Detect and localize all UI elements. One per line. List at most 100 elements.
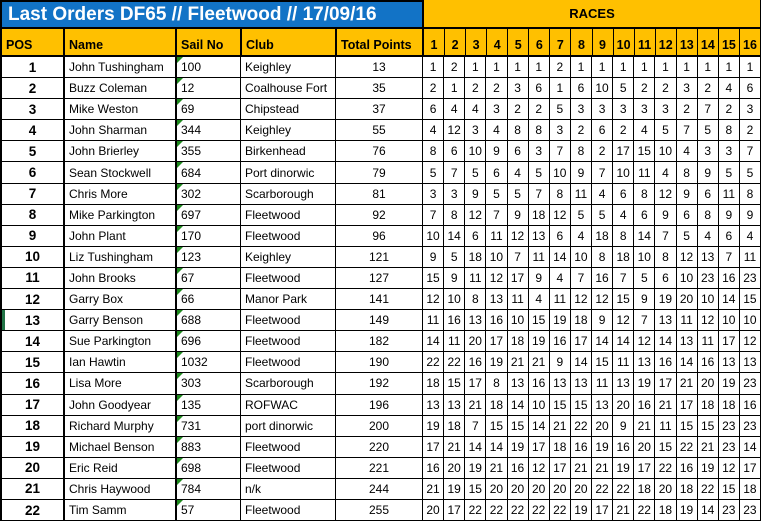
cell-race-16[interactable]: 7 [740,141,761,162]
col-header-race-13[interactable]: 13 [677,29,698,55]
cell-race-3[interactable]: 2 [465,78,487,99]
col-header-race-7[interactable]: 7 [550,29,572,55]
cell-race-16[interactable]: 23 [740,267,761,289]
cell-club[interactable]: Manor Park [241,289,336,310]
cell-name[interactable]: Buzz Coleman [65,78,177,99]
cell-sail-no[interactable]: 100 [177,57,241,78]
cell-race-10[interactable]: 21 [613,499,635,521]
cell-name[interactable]: Sue Parkington [65,331,177,352]
cell-race-2[interactable]: 17 [444,499,466,521]
cell-race-15[interactable]: 5 [719,162,740,183]
cell-race-16[interactable]: 2 [740,120,761,141]
cell-race-14[interactable]: 14 [698,499,719,521]
cell-name[interactable]: Tim Samm [65,499,177,521]
cell-race-9[interactable]: 3 [592,99,614,120]
cell-race-11[interactable]: 17 [634,457,656,478]
cell-race-1[interactable]: 4 [423,120,445,141]
cell-race-10[interactable]: 12 [613,310,635,331]
cell-club[interactable]: Keighley [241,120,336,141]
cell-race-14[interactable]: 16 [698,352,719,373]
cell-race-6[interactable]: 4 [529,289,550,310]
cell-race-3[interactable]: 4 [465,99,487,120]
cell-race-2[interactable]: 5 [444,246,466,267]
cell-race-5[interactable]: 8 [508,120,529,141]
cell-race-3[interactable]: 20 [465,331,487,352]
cell-race-10[interactable]: 14 [613,331,635,352]
col-header-race-3[interactable]: 3 [466,29,488,55]
cell-race-12[interactable]: 16 [655,352,677,373]
cell-race-4[interactable]: 18 [486,394,508,415]
cell-race-5[interactable]: 21 [508,352,529,373]
cell-sail-no[interactable]: 344 [177,120,241,141]
cell-race-10[interactable]: 13 [613,373,635,394]
cell-race-8[interactable]: 8 [571,141,592,162]
cell-race-4[interactable]: 12 [486,267,508,289]
cell-race-12[interactable]: 10 [655,141,677,162]
cell-club[interactable]: Fleetwood [241,499,336,521]
cell-race-14[interactable]: 10 [698,289,719,310]
cell-club[interactable]: Fleetwood [241,331,336,352]
cell-sail-no[interactable]: 784 [177,478,241,499]
cell-race-1[interactable]: 7 [423,204,445,225]
cell-race-3[interactable]: 14 [465,436,487,457]
cell-race-13[interactable]: 9 [677,183,698,204]
cell-race-5[interactable]: 13 [508,373,529,394]
cell-sail-no[interactable]: 688 [177,310,241,331]
cell-race-7[interactable]: 2 [550,57,571,78]
cell-race-14[interactable]: 4 [698,225,719,246]
cell-race-11[interactable]: 22 [634,499,656,521]
cell-race-5[interactable]: 6 [508,141,529,162]
cell-sail-no[interactable]: 67 [177,267,241,289]
cell-race-11[interactable]: 8 [634,183,656,204]
cell-race-12[interactable]: 18 [655,499,677,521]
cell-race-5[interactable]: 9 [508,204,529,225]
cell-race-8[interactable]: 22 [571,415,592,436]
cell-race-4[interactable]: 16 [486,310,508,331]
cell-club[interactable]: Fleetwood [241,352,336,373]
cell-pos[interactable]: 5 [2,141,65,162]
cell-race-9[interactable]: 8 [592,246,614,267]
cell-race-8[interactable]: 6 [571,78,592,99]
cell-race-3[interactable]: 21 [465,394,487,415]
cell-race-6[interactable]: 21 [529,352,550,373]
cell-race-8[interactable]: 10 [571,246,592,267]
cell-race-11[interactable]: 15 [634,141,656,162]
cell-race-14[interactable]: 12 [698,310,719,331]
cell-total-points[interactable]: 244 [336,478,423,499]
col-header-race-15[interactable]: 15 [719,29,740,55]
cell-race-9[interactable]: 13 [592,394,614,415]
cell-race-8[interactable]: 15 [571,394,592,415]
cell-race-13[interactable]: 16 [677,457,698,478]
cell-race-4[interactable]: 15 [486,415,508,436]
cell-race-16[interactable]: 23 [740,415,761,436]
cell-race-7[interactable]: 5 [550,99,571,120]
cell-club[interactable]: Keighley [241,246,336,267]
cell-race-2[interactable]: 11 [444,331,466,352]
cell-race-15[interactable]: 23 [719,499,740,521]
cell-race-8[interactable]: 21 [571,457,592,478]
cell-race-6[interactable]: 16 [529,373,550,394]
cell-race-2[interactable]: 2 [444,57,466,78]
cell-race-16[interactable]: 12 [740,331,761,352]
cell-pos[interactable]: 10 [2,246,65,267]
cell-race-16[interactable]: 23 [740,373,761,394]
cell-race-2[interactable]: 10 [444,289,466,310]
cell-race-6[interactable]: 18 [529,204,550,225]
cell-sail-no[interactable]: 66 [177,289,241,310]
cell-race-6[interactable]: 8 [529,120,550,141]
cell-race-12[interactable]: 11 [655,415,677,436]
col-header-total-points[interactable]: Total Points [337,29,424,55]
cell-club[interactable]: port dinorwic [241,415,336,436]
cell-total-points[interactable]: 192 [336,373,423,394]
col-header-club[interactable]: Club [242,29,337,55]
cell-race-1[interactable]: 9 [423,246,445,267]
cell-race-14[interactable]: 22 [698,478,719,499]
cell-name[interactable]: John Plant [65,225,177,246]
cell-race-1[interactable]: 17 [423,436,445,457]
cell-race-2[interactable]: 22 [444,352,466,373]
cell-race-16[interactable]: 15 [740,289,761,310]
cell-race-8[interactable]: 14 [571,352,592,373]
cell-race-10[interactable]: 4 [613,204,635,225]
cell-race-12[interactable]: 1 [655,57,677,78]
cell-race-12[interactable]: 5 [655,120,677,141]
